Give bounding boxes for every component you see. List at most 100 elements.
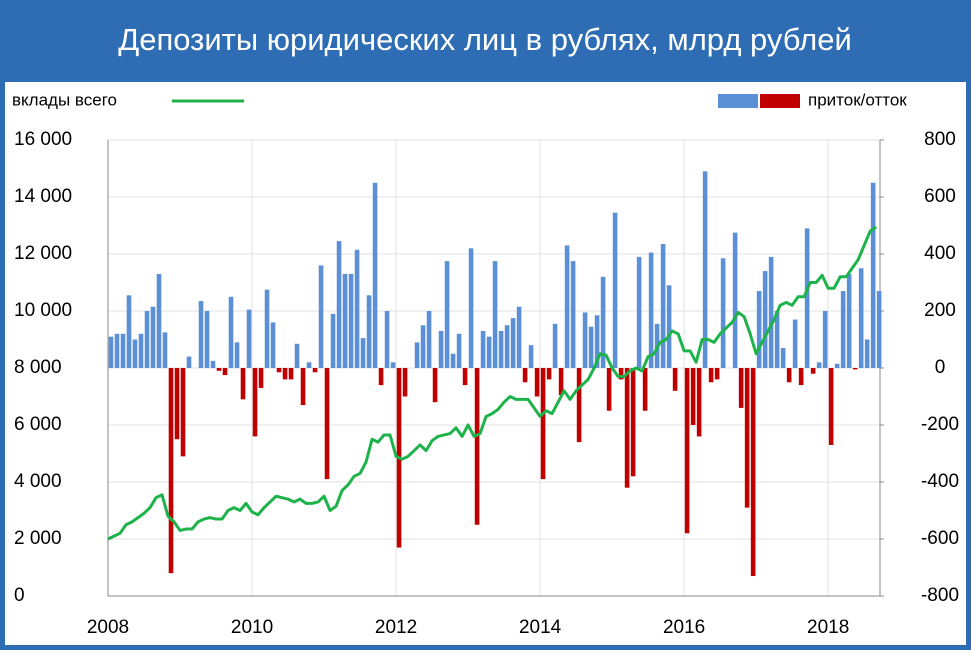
- bar: [636, 256, 642, 368]
- bar: [264, 289, 270, 368]
- bar: [558, 368, 564, 396]
- bar: [378, 368, 384, 386]
- legend-swatch: [760, 94, 800, 108]
- x-tick-label: 2018: [807, 617, 849, 638]
- bar: [696, 368, 702, 437]
- bar: [450, 353, 456, 368]
- bar: [222, 368, 228, 376]
- bar: [522, 368, 528, 383]
- bar: [462, 368, 468, 386]
- bar: [234, 342, 240, 368]
- bar: [126, 295, 132, 368]
- bar: [174, 368, 180, 440]
- bar: [540, 368, 546, 480]
- bar: [114, 333, 120, 368]
- bar: [420, 325, 426, 368]
- bar: [390, 362, 396, 368]
- bar: [444, 261, 450, 368]
- bar: [324, 368, 330, 480]
- bar: [510, 318, 516, 368]
- bar: [306, 362, 312, 368]
- bar: [474, 368, 480, 525]
- bar: [372, 182, 378, 368]
- bar: [660, 244, 666, 368]
- bar: [816, 362, 822, 368]
- bar: [714, 368, 720, 380]
- bar: [348, 273, 354, 368]
- line: [107, 225, 878, 541]
- y-tick-label: 0: [14, 585, 25, 606]
- y2-tick-label: 0: [935, 357, 946, 378]
- y-tick-label: 14 000: [14, 186, 72, 207]
- bar: [504, 325, 510, 368]
- bar: [870, 182, 876, 368]
- bar: [144, 311, 150, 368]
- bar: [702, 171, 708, 368]
- bar: [828, 368, 834, 445]
- bar: [492, 261, 498, 368]
- y-tick-label: 2 000: [14, 528, 62, 549]
- bar: [546, 368, 552, 380]
- bar: [402, 368, 408, 397]
- y2-tick-label: 800: [924, 129, 956, 150]
- bar: [846, 273, 852, 368]
- y-tick-label: 12 000: [14, 243, 72, 264]
- bar: [582, 312, 588, 368]
- bar: [150, 306, 156, 368]
- bar: [426, 311, 432, 368]
- y2-tick-label: -800: [921, 585, 959, 606]
- bar: [414, 342, 420, 368]
- bar: [384, 311, 390, 368]
- bar: [138, 333, 144, 368]
- bar: [780, 348, 786, 368]
- bar: [534, 368, 540, 397]
- bar: [300, 368, 306, 406]
- y2-tick-label: 400: [924, 243, 956, 264]
- bar: [330, 313, 336, 368]
- bar: [486, 336, 492, 368]
- bar: [570, 261, 576, 368]
- bar: [822, 311, 828, 368]
- bar: [648, 252, 654, 368]
- y2-tick-label: -200: [921, 414, 959, 435]
- bar: [228, 296, 234, 368]
- y2-tick-label: -600: [921, 528, 959, 549]
- bar: [756, 291, 762, 368]
- bar: [120, 333, 126, 368]
- bar: [288, 368, 294, 380]
- y-tick-label: 16 000: [14, 129, 72, 150]
- bar: [312, 368, 318, 373]
- bar: [258, 368, 264, 388]
- bar: [786, 368, 792, 383]
- bar: [276, 368, 282, 373]
- bar: [606, 368, 612, 411]
- bar: [834, 363, 840, 368]
- y2-tick-label: 200: [924, 300, 956, 321]
- bar: [612, 212, 618, 368]
- bar: [204, 311, 210, 368]
- bar: [864, 339, 870, 368]
- bar: [468, 248, 474, 368]
- bar: [282, 368, 288, 380]
- bar: [708, 368, 714, 383]
- bar: [750, 368, 756, 577]
- bar: [792, 319, 798, 368]
- bar: [564, 245, 570, 368]
- bar: [876, 291, 882, 368]
- bar: [318, 265, 324, 368]
- bar: [738, 368, 744, 408]
- bar: [672, 368, 678, 391]
- x-tick-label: 2010: [231, 617, 273, 638]
- bar: [600, 276, 606, 368]
- bar: [576, 368, 582, 443]
- bar: [198, 301, 204, 368]
- bar: [240, 368, 246, 400]
- x-tick-label: 2008: [87, 617, 129, 638]
- bar: [360, 338, 366, 368]
- x-tick-label: 2014: [519, 617, 562, 638]
- bar: [762, 271, 768, 368]
- bar: [588, 326, 594, 368]
- bar: [684, 368, 690, 534]
- bar: [216, 368, 222, 371]
